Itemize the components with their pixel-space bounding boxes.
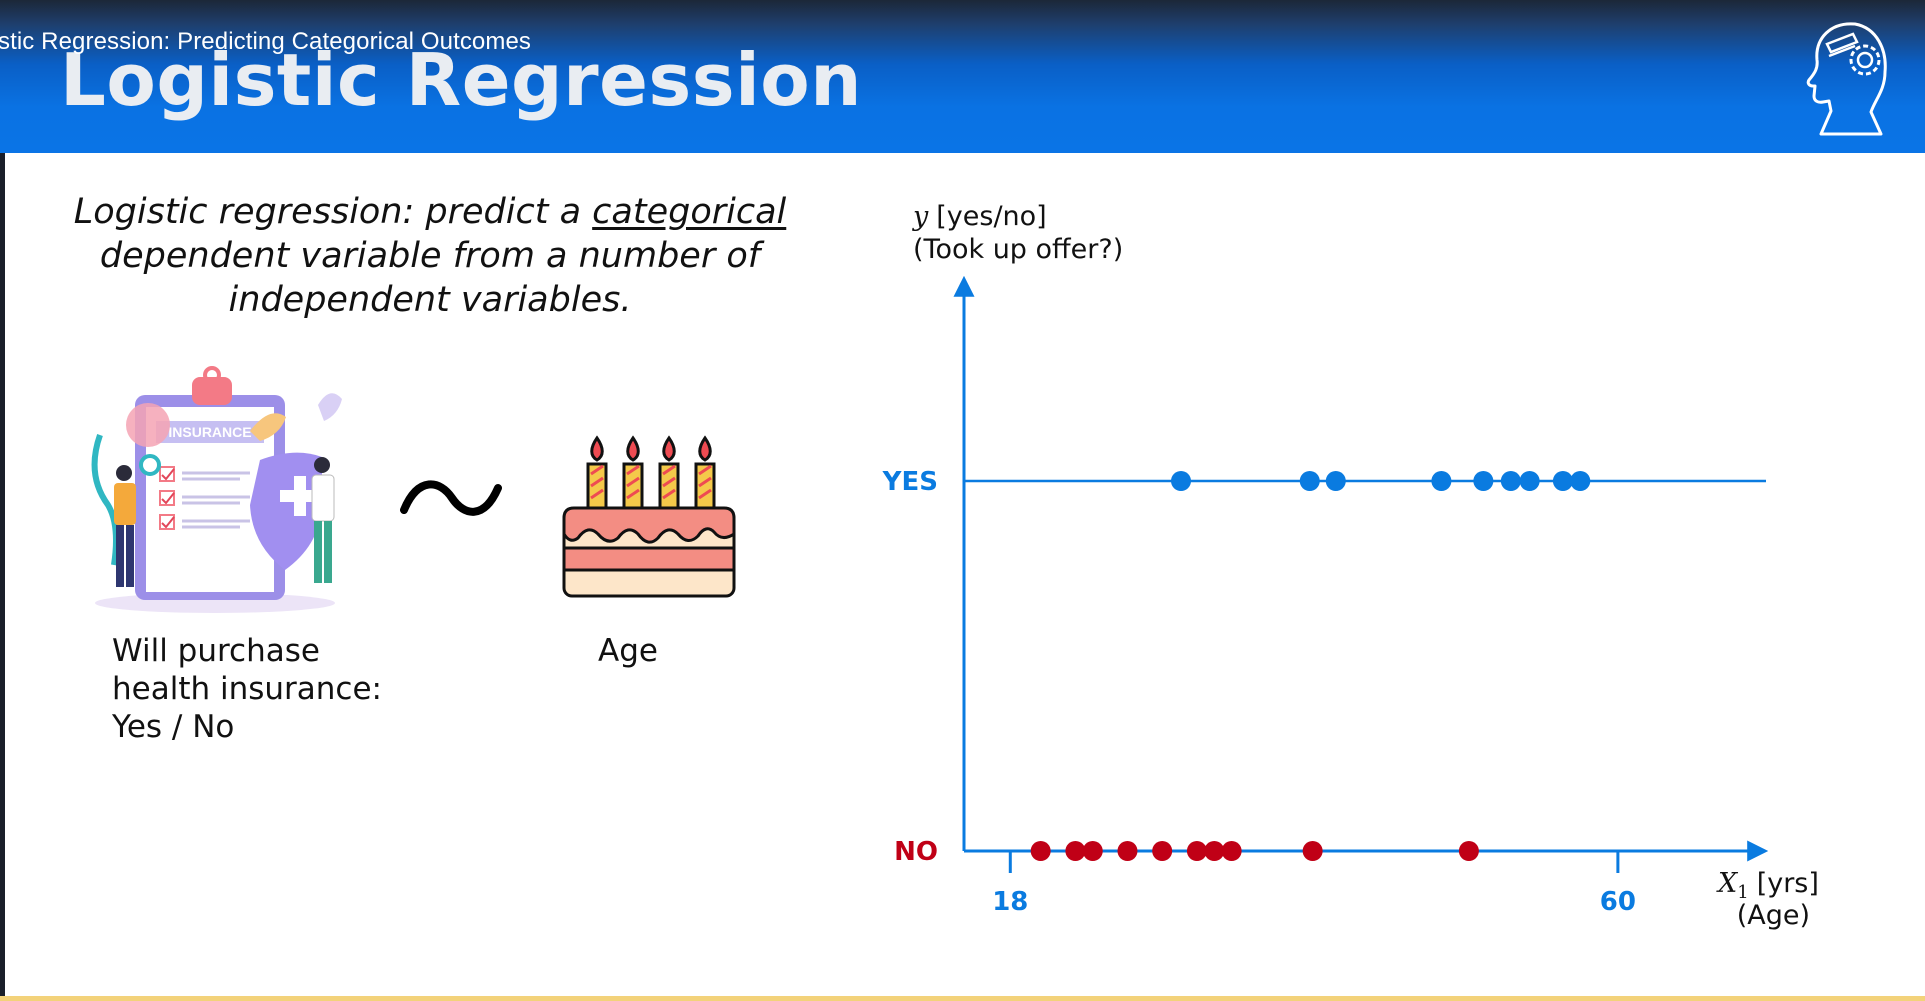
tilde-icon xyxy=(400,480,502,516)
no-data-point xyxy=(1030,841,1051,861)
y-axis-sublabel: (Took up offer?) xyxy=(913,234,1123,265)
no-data-point xyxy=(1082,841,1103,861)
definition-after: dependent variable from a number of inde… xyxy=(99,236,761,320)
no-data-point xyxy=(1302,841,1323,861)
yes-data-point xyxy=(1431,471,1452,491)
no-data-point xyxy=(1065,841,1086,861)
no-data-point xyxy=(1204,841,1225,861)
x-axis-sublabel: (Age) xyxy=(1737,900,1810,931)
no-data-point xyxy=(1117,841,1138,861)
yes-data-point xyxy=(1552,471,1573,491)
x-axis-var: X xyxy=(1716,868,1739,899)
outcome-label-line3: Yes / No xyxy=(112,709,235,745)
predictor-label: Age xyxy=(598,633,658,669)
outcome-label: Will purchase health insurance: Yes / No xyxy=(112,632,382,746)
y-axis-unit: [yes/no] xyxy=(936,201,1046,232)
x-axis-var-index: 1 xyxy=(1737,882,1748,903)
y-axis-label: y [yes/no] xyxy=(912,201,1047,232)
outcome-label-line2: health insurance: xyxy=(112,671,382,707)
no-data-point xyxy=(1221,841,1242,861)
yes-data-point xyxy=(1299,471,1320,491)
y-axis-var: y xyxy=(912,201,929,232)
x-axis-unit: [yrs] xyxy=(1757,868,1819,899)
health-insurance-illustration: INSURANCE xyxy=(91,366,342,613)
yes-category-label: YES xyxy=(882,467,938,497)
x-axis-label: X1 [yrs] xyxy=(1716,868,1819,903)
slide-header: Logistic Regression stic Regression: Pre… xyxy=(0,0,1925,153)
yes-data-point xyxy=(1325,471,1346,491)
definition-before: Logistic regression: predict a xyxy=(73,192,593,232)
yes-data-point xyxy=(1500,471,1521,491)
outcome-label-line1: Will purchase xyxy=(112,633,320,669)
video-title: stic Regression: Predicting Categorical … xyxy=(0,28,532,55)
insurance-text: INSURANCE xyxy=(168,424,251,440)
x-tick-label: 60 xyxy=(1600,887,1636,917)
bottom-accent-line xyxy=(0,996,1925,1001)
slide-title: Logistic Regression xyxy=(60,38,863,122)
yes-data-point xyxy=(1519,471,1540,491)
no-data-point xyxy=(1152,841,1173,861)
yes-data-point xyxy=(1170,471,1191,491)
no-data-point xyxy=(1186,841,1207,861)
birthday-cake-illustration xyxy=(562,435,736,598)
yes-data-point xyxy=(1473,471,1494,491)
window-left-edge xyxy=(0,153,5,1001)
definition-emphasis: categorical xyxy=(592,192,787,232)
x-tick-label: 18 xyxy=(992,887,1028,917)
yes-data-point xyxy=(1570,471,1591,491)
no-category-label: NO xyxy=(894,837,938,867)
definition-text: Logistic regression: predict a categoric… xyxy=(40,190,820,322)
no-data-point xyxy=(1458,841,1479,861)
head-with-gear-icon xyxy=(1806,22,1887,136)
